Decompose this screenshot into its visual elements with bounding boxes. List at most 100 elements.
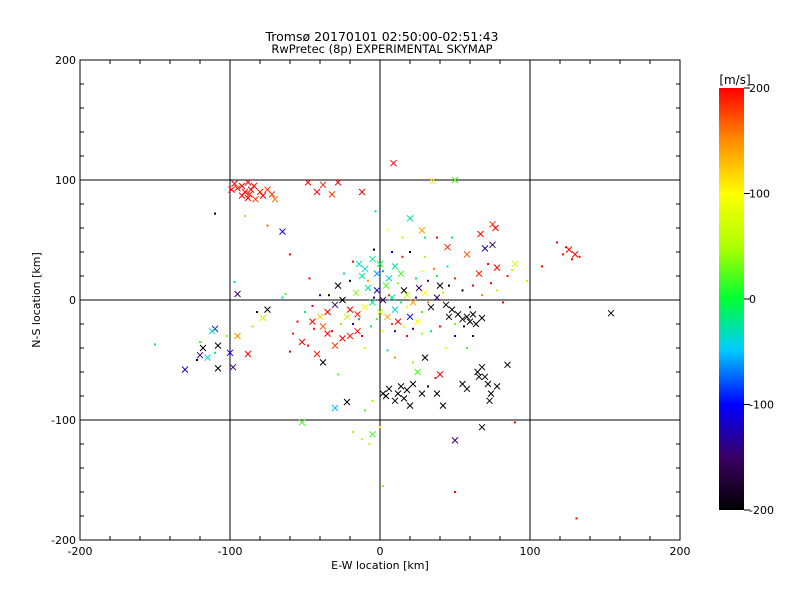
data-point-cross bbox=[271, 195, 279, 203]
data-point-dot bbox=[454, 277, 456, 280]
data-point-dot bbox=[233, 281, 236, 283]
data-point-cross bbox=[403, 291, 411, 299]
data-point-dot bbox=[352, 323, 354, 325]
data-point-cross bbox=[355, 260, 363, 268]
data-point-dot bbox=[421, 332, 423, 335]
data-point-dot bbox=[319, 294, 321, 297]
data-point-cross bbox=[319, 323, 327, 330]
data-point-dot bbox=[382, 485, 384, 487]
data-point-dot bbox=[199, 341, 201, 343]
data-point-dot bbox=[361, 335, 363, 337]
cross-stroke bbox=[229, 363, 237, 371]
data-point-dot bbox=[481, 294, 483, 297]
data-point-cross bbox=[409, 380, 417, 388]
data-point-cross bbox=[181, 366, 189, 373]
y-tick-label: -200 bbox=[51, 534, 76, 547]
cross-stroke bbox=[481, 373, 489, 381]
data-point-cross bbox=[487, 390, 495, 397]
data-point-cross bbox=[231, 180, 238, 187]
cross-stroke bbox=[231, 180, 238, 187]
cross-stroke bbox=[226, 349, 234, 357]
data-point-cross bbox=[445, 313, 453, 321]
data-point-cross bbox=[234, 185, 241, 192]
data-point-dot bbox=[367, 279, 369, 282]
data-point-cross bbox=[379, 296, 387, 304]
data-point-cross bbox=[304, 179, 312, 186]
data-point-dot bbox=[436, 275, 438, 277]
data-point-dot bbox=[281, 296, 284, 299]
cross-stroke bbox=[358, 272, 366, 280]
data-point-dot bbox=[439, 325, 441, 328]
cross-stroke bbox=[199, 344, 207, 352]
cross-stroke bbox=[565, 246, 573, 253]
data-point-cross bbox=[429, 177, 436, 185]
data-point-dot bbox=[448, 284, 450, 287]
cross-stroke bbox=[316, 313, 324, 321]
data-point-cross bbox=[298, 338, 306, 346]
cross-stroke bbox=[339, 296, 346, 304]
colorbar-tick-label: 200 bbox=[749, 82, 770, 95]
data-point-cross bbox=[252, 195, 259, 203]
data-point-dot bbox=[442, 291, 444, 294]
data-point-dot bbox=[337, 373, 339, 376]
cross-stroke bbox=[364, 284, 372, 292]
data-point-cross bbox=[481, 373, 489, 381]
cross-stroke bbox=[361, 303, 369, 311]
data-point-cross bbox=[339, 296, 346, 304]
cross-stroke bbox=[421, 354, 429, 361]
cross-stroke bbox=[403, 291, 411, 299]
data-point-cross bbox=[418, 227, 426, 234]
data-point-cross bbox=[436, 371, 444, 378]
cross-stroke bbox=[244, 194, 252, 202]
data-point-dot bbox=[400, 301, 402, 304]
data-point-dot bbox=[370, 325, 372, 328]
cross-stroke bbox=[463, 313, 471, 321]
data-point-cross bbox=[421, 289, 429, 297]
data-point-cross bbox=[493, 264, 501, 271]
data-point-dot bbox=[266, 224, 269, 227]
cross-stroke bbox=[472, 320, 480, 328]
cross-stroke bbox=[214, 365, 222, 372]
cross-stroke bbox=[358, 188, 366, 196]
cross-stroke bbox=[238, 192, 246, 199]
cross-stroke bbox=[463, 385, 471, 393]
x-axis-label: E-W location [km] bbox=[331, 559, 429, 572]
data-point-cross bbox=[571, 251, 579, 258]
data-point-dot bbox=[340, 323, 342, 325]
cross-stroke bbox=[354, 311, 361, 318]
data-point-cross bbox=[382, 392, 390, 400]
cross-stroke bbox=[354, 327, 361, 335]
data-point-cross bbox=[409, 299, 417, 306]
data-point-cross bbox=[415, 284, 423, 292]
data-point-dot bbox=[284, 293, 287, 295]
data-point-cross bbox=[478, 423, 486, 431]
data-point-dot bbox=[379, 426, 381, 429]
data-point-cross bbox=[382, 282, 390, 289]
data-point-cross bbox=[403, 386, 411, 394]
cross-stroke bbox=[204, 354, 211, 361]
data-point-dot bbox=[358, 318, 360, 321]
y-tick-label: 200 bbox=[55, 54, 76, 67]
data-point-cross bbox=[331, 404, 339, 412]
data-point-dot bbox=[514, 421, 516, 424]
data-point-cross bbox=[394, 390, 402, 397]
data-point-dot bbox=[386, 229, 389, 232]
data-point-cross bbox=[244, 179, 252, 186]
cross-stroke bbox=[309, 318, 316, 325]
data-point-cross bbox=[484, 380, 492, 388]
data-point-dot bbox=[541, 265, 543, 268]
data-point-cross bbox=[361, 265, 369, 273]
data-point-cross bbox=[328, 191, 336, 198]
cross-stroke bbox=[328, 191, 336, 198]
cross-stroke bbox=[436, 282, 444, 289]
cross-stroke bbox=[385, 275, 393, 282]
data-point-cross bbox=[324, 308, 331, 316]
cross-stroke bbox=[492, 224, 499, 232]
data-point-dot bbox=[578, 255, 581, 258]
data-point-cross bbox=[279, 228, 286, 235]
cross-stroke bbox=[444, 243, 451, 251]
data-point-dot bbox=[406, 335, 408, 337]
cross-stroke bbox=[382, 392, 390, 400]
cross-stroke bbox=[571, 251, 579, 258]
cross-stroke bbox=[304, 179, 312, 186]
